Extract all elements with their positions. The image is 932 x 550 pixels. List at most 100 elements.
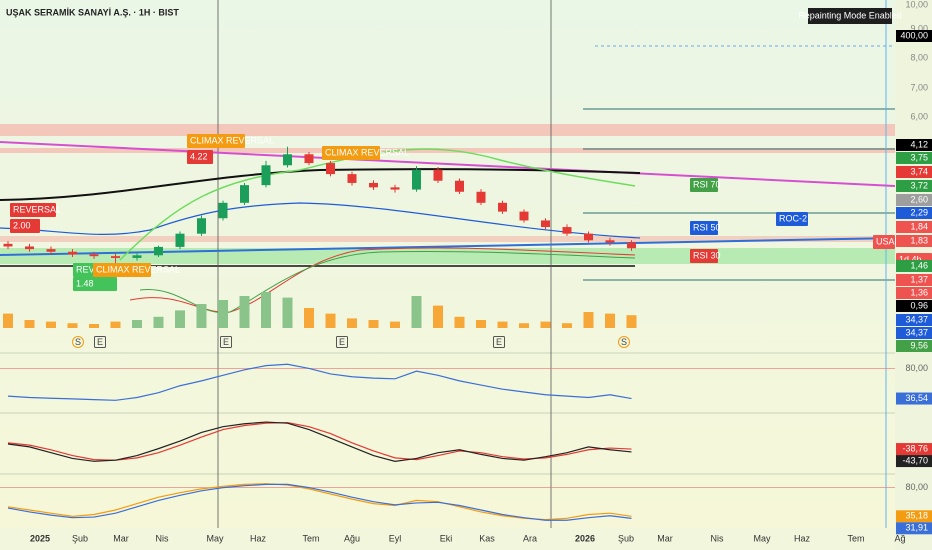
trend-line (0, 237, 896, 256)
last-value-tag (896, 522, 932, 535)
candle-body (627, 242, 636, 249)
volume-bar (218, 300, 228, 328)
volume-bar (540, 321, 551, 328)
price-tag-label: 1,36 (910, 287, 928, 297)
band-line (119, 148, 636, 261)
annotation-text: 2.00 (13, 220, 31, 230)
annotation-text: RSI 50 (693, 222, 721, 232)
trend-line (0, 141, 896, 187)
candle-body (132, 255, 142, 258)
price-tag (896, 30, 932, 42)
x-tick-label: Ara (523, 533, 537, 543)
indicator-line (7, 421, 632, 462)
resistance-zone (0, 236, 895, 242)
annotation-box (873, 235, 895, 249)
x-tick-label: 2025 (30, 533, 50, 543)
volume-bar (24, 320, 35, 328)
x-tick-label: Nis (711, 533, 724, 543)
volume-bar (110, 321, 121, 328)
price-tag (896, 82, 932, 94)
x-tick-label: Haz (794, 533, 811, 543)
annotation-box (690, 178, 718, 192)
price-tag-label: 1,37 (910, 274, 928, 284)
price-tag (896, 152, 932, 164)
candle-body (68, 251, 77, 255)
annotation-box (187, 150, 213, 164)
candle-body (283, 154, 292, 166)
volume-bar (390, 321, 400, 328)
candle-body (498, 202, 507, 212)
annotation-box (322, 146, 380, 160)
price-tag-label: 34,37 (905, 314, 928, 324)
moving-average (0, 202, 641, 239)
event-label: S (75, 337, 81, 347)
x-tick-label: Tem (847, 533, 864, 543)
candle-body (3, 243, 13, 247)
annotation-text: 1.48 (76, 278, 94, 288)
last-value-label: 35,18 (905, 511, 928, 521)
price-tag (896, 260, 932, 272)
price-tag-label: 7,00 (910, 82, 928, 92)
event-label: E (223, 337, 229, 347)
annotation-text: USAK (876, 236, 901, 246)
moving-average (0, 168, 641, 201)
x-tick-label: Tem (302, 533, 319, 543)
volume-bar (325, 313, 336, 328)
annotation-text: CLIMAX REVERSAL (96, 264, 180, 274)
x-tick-label: Şub (72, 533, 88, 543)
candle-body (197, 218, 206, 234)
annotation-text: RSI 70 (693, 179, 721, 189)
chart-title: UŞAK SERAMİK SANAYİ A.Ş. · 1H · BIST (6, 7, 179, 17)
event-marker (493, 336, 505, 348)
price-tag-label: 1,84 (910, 221, 928, 231)
volume-bar (3, 313, 13, 328)
volume-bar (132, 320, 142, 328)
volume-bar (411, 296, 422, 328)
volume-bar (196, 304, 207, 328)
price-tag-label: 34,37 (905, 327, 928, 337)
price-tag (896, 52, 932, 64)
volume-bar (46, 321, 56, 328)
volume-bar (626, 315, 637, 328)
volume-bar (239, 296, 250, 328)
x-tick-label: Ağ (894, 533, 905, 543)
candle-body (455, 180, 464, 192)
price-tag-label: 2,60 (910, 194, 928, 204)
event-label: E (339, 337, 345, 347)
candle-body (390, 187, 400, 190)
volume-bar (261, 292, 271, 328)
price-tag (896, 111, 932, 123)
price-tag (896, 300, 932, 312)
price-tag-label: 400,00 (900, 30, 928, 40)
candle-body (304, 154, 314, 164)
indicator-line (7, 363, 632, 401)
volume-bar (368, 320, 379, 328)
price-tag (896, 221, 932, 233)
annotation-text: REV (76, 264, 95, 274)
y-tick-label: 80,00 (905, 482, 928, 492)
price-tag (896, 139, 932, 151)
annotation-box (10, 203, 56, 217)
resistance-zone (0, 124, 895, 136)
price-tag (896, 166, 932, 178)
last-value-label: -43,70 (902, 455, 928, 465)
price-tag (896, 314, 932, 326)
annotation-box (187, 134, 245, 148)
annotation-box (10, 219, 40, 233)
last-value-label: 36,54 (905, 393, 928, 403)
volume-bar (282, 297, 293, 328)
price-tag-label: 9,00 (910, 23, 928, 33)
candle-body (562, 227, 572, 234)
event-label: S (621, 337, 627, 347)
annotation-box (73, 263, 95, 277)
price-tag-label: 9,56 (910, 340, 928, 350)
annotation-text: 1d 4h (899, 254, 922, 264)
candle-body (369, 182, 378, 188)
x-tick-label: Eyl (389, 533, 402, 543)
annotation-text: ROC-2 (779, 213, 807, 223)
price-tag (896, 0, 932, 11)
event-marker (220, 336, 232, 348)
indicator-line (7, 483, 632, 521)
x-tick-label: Eki (440, 533, 453, 543)
event-marker (72, 336, 84, 348)
